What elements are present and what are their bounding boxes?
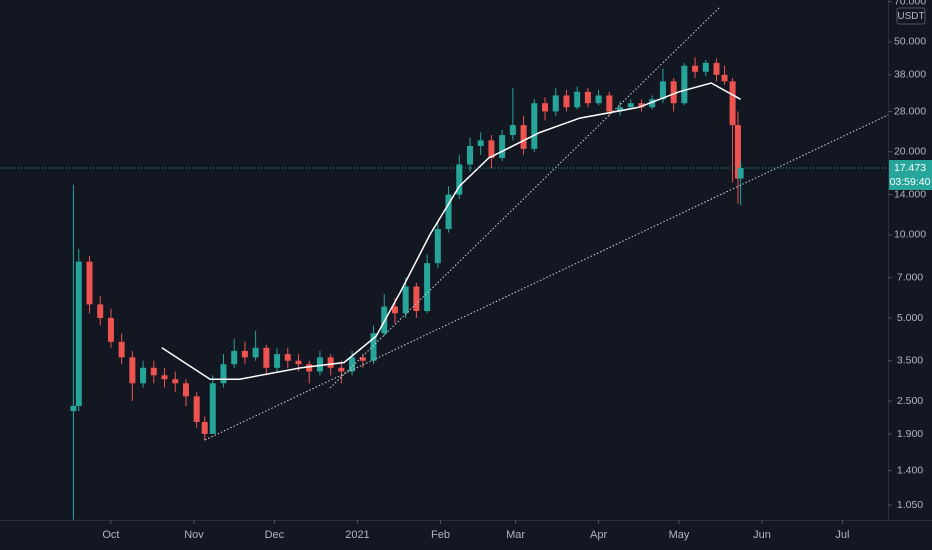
- candle-body: [509, 125, 516, 136]
- candle-body: [584, 91, 591, 104]
- candle-body: [220, 364, 227, 384]
- candle-body: [359, 357, 366, 361]
- candle-body: [737, 167, 744, 179]
- candle-body: [659, 81, 666, 100]
- x-tick-label: Jul: [835, 529, 849, 541]
- candle-body: [129, 357, 136, 384]
- candle-body: [466, 145, 473, 165]
- candle-body: [721, 74, 728, 82]
- y-tick-label: 2.500: [897, 395, 923, 407]
- currency: USDT: [897, 11, 924, 22]
- y-tick-label: 28.000: [894, 105, 926, 117]
- candle-body: [499, 135, 506, 158]
- candle-body: [692, 65, 699, 72]
- candle-body: [252, 347, 259, 358]
- candle-body: [231, 350, 238, 365]
- x-tick-label: 2021: [345, 529, 369, 541]
- candle-body: [670, 81, 677, 104]
- candle-body: [327, 357, 334, 368]
- y-tick-label: 1.050: [897, 499, 923, 511]
- candle-body: [349, 357, 356, 372]
- y-tick-label: 3.500: [897, 355, 923, 367]
- candle-body: [477, 140, 484, 146]
- candle-body: [140, 367, 147, 384]
- candle-body: [413, 286, 420, 312]
- candle-body: [445, 194, 452, 230]
- candle-body: [595, 95, 602, 104]
- candle-body: [434, 229, 441, 264]
- plot-area: [70, 57, 744, 520]
- candle-body: [263, 347, 270, 368]
- y-tick-label: 50.000: [894, 36, 926, 48]
- x-tick-label: Mar: [506, 529, 525, 541]
- candle-body: [552, 95, 559, 112]
- candle-body: [172, 379, 179, 384]
- candle-body: [606, 95, 613, 112]
- x-tick-label: Feb: [431, 529, 450, 541]
- candle-body: [193, 396, 200, 422]
- moving-average: [161, 82, 741, 380]
- candle-body: [70, 405, 77, 412]
- x-tick-label: Oct: [102, 529, 119, 541]
- y-tick-label: 10.000: [894, 229, 926, 241]
- candle-body: [702, 62, 709, 72]
- candle-body: [209, 383, 216, 434]
- candle-body: [391, 306, 398, 314]
- candle-body: [424, 263, 431, 312]
- last-price-label: 17.473: [894, 162, 926, 174]
- y-tick-label: 5.000: [897, 312, 923, 324]
- x-tick-label: Jun: [753, 529, 771, 541]
- candle-body: [161, 375, 168, 380]
- y-tick-label: 20.000: [894, 146, 926, 158]
- candle-body: [627, 103, 634, 108]
- candle-body: [734, 125, 741, 179]
- y-tick-label: 7.000: [897, 271, 923, 283]
- currency-box: [896, 7, 926, 25]
- candle-body: [542, 103, 549, 112]
- candle-body: [107, 317, 114, 342]
- candle-body: [201, 421, 208, 434]
- candle-body: [86, 261, 93, 305]
- x-tick-label: Nov: [184, 529, 204, 541]
- y-tick-label: 38.000: [894, 69, 926, 81]
- candle-body: [649, 99, 656, 108]
- candle-body: [488, 140, 495, 158]
- candle-body: [563, 95, 570, 108]
- candle-body: [520, 125, 527, 149]
- candle-body: [370, 333, 377, 361]
- candle-body: [713, 62, 720, 75]
- x-tick-label: Dec: [265, 529, 285, 541]
- candle-body: [574, 91, 581, 108]
- candle-body: [306, 364, 313, 372]
- candle-body: [456, 164, 463, 195]
- y-tick-label: 70.000: [894, 0, 926, 7]
- candle-body: [338, 367, 345, 372]
- candle-body: [316, 357, 323, 372]
- candle-body: [617, 107, 624, 112]
- y-tick-label: 1.400: [897, 464, 923, 476]
- x-tick-label: May: [669, 529, 690, 541]
- candle-body: [638, 103, 645, 108]
- candle-body: [274, 354, 281, 368]
- candle-body: [241, 350, 248, 358]
- candle-body: [402, 286, 409, 314]
- candle-body: [97, 304, 104, 318]
- candle-body: [118, 341, 125, 358]
- candle-body: [531, 103, 538, 149]
- candle-body: [150, 367, 157, 376]
- candle-body: [295, 360, 302, 365]
- candle-body: [182, 383, 189, 397]
- candle-body: [75, 261, 82, 406]
- y-tick-label: 1.900: [897, 428, 923, 440]
- countdown-label: 03:59:40: [890, 176, 931, 188]
- candle-body: [681, 65, 688, 104]
- y-tick-label: 14.000: [894, 188, 926, 200]
- candle-body: [729, 81, 736, 126]
- x-tick-label: Apr: [590, 529, 607, 541]
- last-price-box: [889, 159, 932, 190]
- candle-body: [284, 354, 291, 361]
- trend-line: [204, 114, 889, 441]
